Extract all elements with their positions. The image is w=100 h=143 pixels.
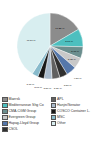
svg-text:3.00 %: 3.00 % xyxy=(27,83,36,86)
svg-text:3.80 %: 3.80 % xyxy=(64,84,73,87)
html-text:MSC: MSC xyxy=(57,115,65,119)
svg-text:3.80 %: 3.80 % xyxy=(54,87,63,90)
svg-text:5.20 %: 5.20 % xyxy=(68,58,77,61)
svg-text:4.80 %: 4.80 % xyxy=(74,77,83,80)
html-text:Evergreen Group: Evergreen Group xyxy=(8,115,36,119)
svg-text:3.00 %: 3.00 % xyxy=(34,86,43,89)
html-text:CSOL: CSOL xyxy=(8,127,18,131)
svg-text:16.25 %: 16.25 % xyxy=(55,27,65,30)
svg-text:40.10 %: 40.10 % xyxy=(26,39,36,42)
html-text:COSCO Container L.: COSCO Container L. xyxy=(57,109,90,113)
svg-text:3.80 %: 3.80 % xyxy=(43,87,52,90)
html-text:Hapag-Lloyd Group: Hapag-Lloyd Group xyxy=(8,121,39,125)
svg-text:8.60 %: 8.60 % xyxy=(65,40,74,43)
svg-text:5.60 %: 5.60 % xyxy=(71,50,80,53)
html-text:Other: Other xyxy=(57,121,66,125)
html-text:CMA-CGM Group: CMA-CGM Group xyxy=(8,109,37,113)
html-text:Mediterranean Shg Co: Mediterranean Shg Co xyxy=(8,103,44,107)
html-text:Maersk: Maersk xyxy=(8,97,20,101)
html-text:APL: APL xyxy=(57,97,64,101)
html-text:Hanjin/Senator: Hanjin/Senator xyxy=(57,103,81,107)
